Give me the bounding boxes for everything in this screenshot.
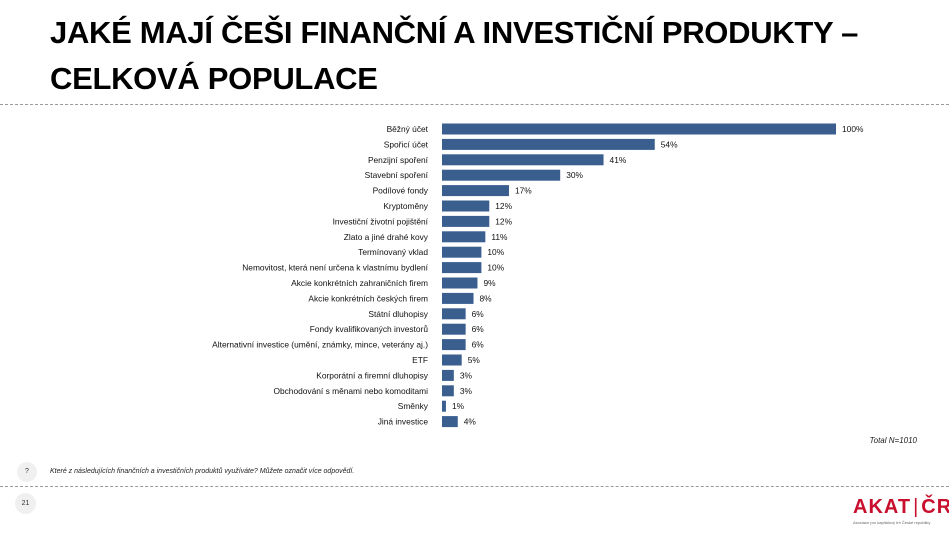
data-label: 6% [472,324,485,334]
category-label: Státní dluhopisy [368,309,428,319]
data-label: 54% [661,139,678,149]
category-label: Investiční životní pojištění [333,216,429,226]
question-text: Které z následujících finančních a inves… [50,468,355,475]
bar [442,262,482,274]
logo-wordmark: AKAT | ČR [853,495,949,519]
data-label: 10% [487,263,504,273]
category-label: Alternativní investice (umění, známky, m… [212,340,428,350]
logo-left: AKAT [853,496,912,518]
question-icon: ? [17,462,37,482]
category-label: Termínovaný vklad [358,247,428,257]
data-label: 10% [487,247,504,257]
total-note: Total N=1010 [869,436,917,445]
bar [442,169,561,181]
logo-tagline: Asociace pro kapitálový trh České republ… [853,520,931,525]
logo-separator: | [913,496,920,518]
bar-chart: Běžný účet 100% Spořicí účet 54% Penzijní sp… [212,123,864,428]
bar [442,354,462,366]
bar [442,416,458,428]
data-label: 6% [472,309,485,319]
bar [442,369,454,381]
category-label: Podílové fondy [373,186,429,196]
logo-right: ČR [921,496,949,518]
bar [442,138,655,150]
bar [442,323,466,335]
data-label: 12% [495,216,512,226]
bar [442,185,509,197]
data-label: 41% [610,155,627,165]
bar [442,215,490,227]
category-label: Akcie konkrétních českých firem [308,293,428,303]
bar [442,154,604,166]
bar [442,400,446,412]
category-label: Nemovitost, která není určena k vlastním… [242,263,428,273]
bar [442,246,482,258]
category-label: Směnky [398,401,429,411]
category-label: Zlato a jiné drahé kovy [344,232,429,242]
data-label: 9% [483,278,496,288]
category-label: Korporátní a firemní dluhopisy [316,370,429,380]
category-label: Obchodování s měnami nebo komoditami [273,386,428,396]
category-label: Fondy kvalifikovaných investorů [310,324,429,334]
category-label: Běžný účet [387,124,429,134]
bottom-divider [0,486,949,487]
bar [442,292,474,304]
akat-logo: AKAT | ČR Asociace pro kapitálový trh Česk… [853,495,949,525]
category-label: Penzijní spoření [368,155,429,165]
data-label: 17% [515,186,532,196]
bar [442,339,466,351]
data-label: 1% [452,401,465,411]
bar [442,200,490,212]
bar [442,277,478,289]
data-label: 12% [495,201,512,211]
category-label: Kryptoměny [383,201,428,211]
data-label: 6% [472,340,485,350]
data-label: 11% [491,232,508,242]
data-label: 3% [460,370,473,380]
data-label: 8% [480,293,493,303]
data-label: 3% [460,386,473,396]
bar [442,308,466,320]
page-title: JAKÉ MAJÍ ČEŠI FINANČNÍ A INVESTIČNÍ PRO… [50,15,859,96]
category-label: Stavební spoření [365,170,429,180]
top-divider [0,104,949,105]
category-label: ETF [412,355,428,365]
category-label: Jiná investice [378,417,429,427]
category-label: Spořicí účet [384,139,429,149]
bar [442,385,454,397]
page-number: 21 [15,493,36,514]
bar [442,123,836,135]
bar [442,231,486,243]
data-label: 5% [468,355,481,365]
data-label: 4% [464,417,477,427]
category-label: Akcie konkrétních zahraničních firem [291,278,428,288]
data-label: 30% [566,170,583,180]
data-label: 100% [842,124,864,134]
